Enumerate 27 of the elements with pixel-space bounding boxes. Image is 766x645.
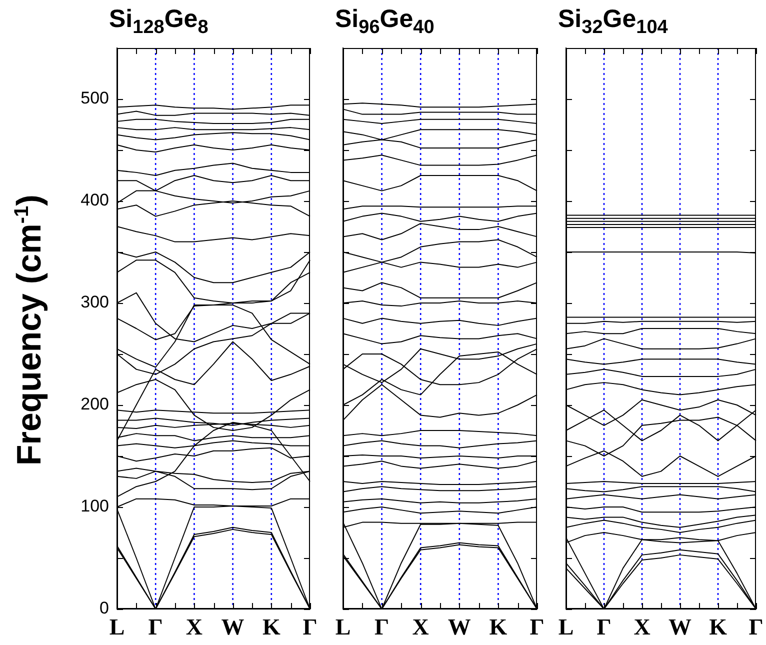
x-tick-label: W <box>668 614 692 640</box>
chart-title: Si$_{128}$Ge$_{8}$ <box>109 4 208 40</box>
y-tick-label: 300 <box>80 292 109 312</box>
x-tick-label: X <box>186 614 203 640</box>
chart-title: Si$_{96}$Ge$_{40}$ <box>335 4 434 40</box>
x-tick-label: L <box>109 614 125 640</box>
x-tick-label: W <box>221 614 244 640</box>
y-tick-label: 100 <box>80 496 109 516</box>
x-tick-label: K <box>709 614 728 640</box>
x-tick-label: Γ <box>530 614 544 640</box>
y-tick-label: 0 <box>100 598 109 618</box>
x-tick-label: K <box>489 614 508 640</box>
x-tick-label: X <box>412 614 430 640</box>
y-tick-label: 200 <box>80 394 109 414</box>
x-tick-label: X <box>634 614 651 640</box>
x-tick-label: W <box>448 614 471 640</box>
x-tick-label: Γ <box>148 614 163 640</box>
x-tick-label: Γ <box>374 614 390 640</box>
y-tick-label: 500 <box>80 88 109 108</box>
x-tick-label: L <box>335 614 351 640</box>
x-tick-label: L <box>558 614 574 640</box>
x-tick-label: Γ <box>596 614 612 640</box>
x-tick-label: Γ <box>748 614 764 640</box>
x-tick-label: K <box>262 614 280 640</box>
y-tick-label: 400 <box>80 190 109 210</box>
chart-title: Si$_{32}$Ge$_{104}$ <box>558 4 668 40</box>
x-tick-label: Γ <box>302 614 318 640</box>
